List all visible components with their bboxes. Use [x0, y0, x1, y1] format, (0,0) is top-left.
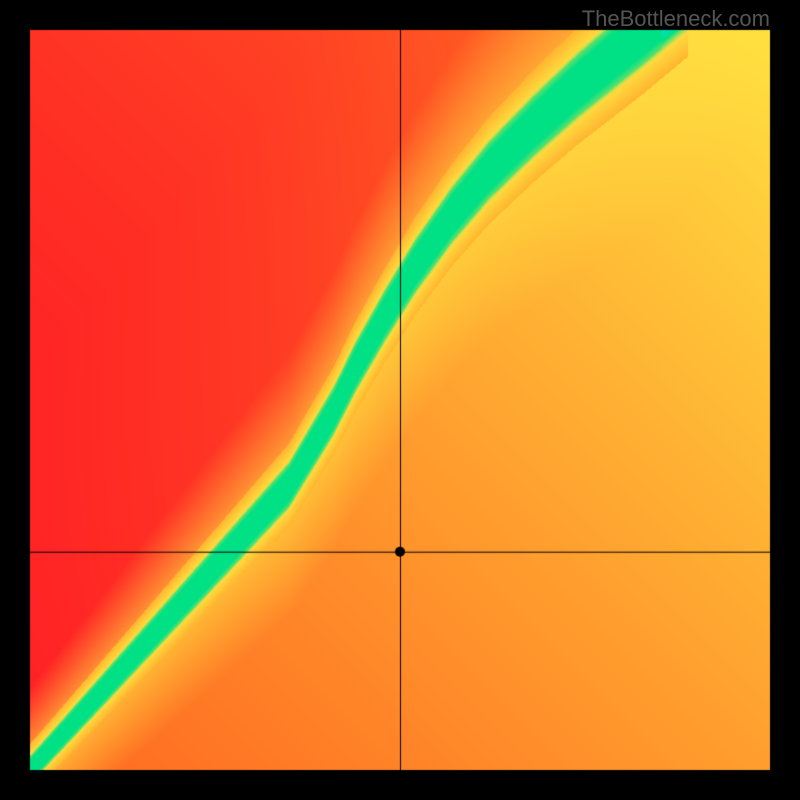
watermark-text: TheBottleneck.com: [582, 6, 770, 32]
bottleneck-heatmap: [0, 0, 800, 800]
chart-container: TheBottleneck.com: [0, 0, 800, 800]
